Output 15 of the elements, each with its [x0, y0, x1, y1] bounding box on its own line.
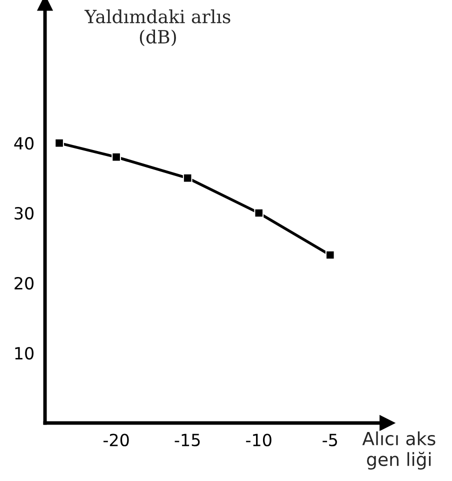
y-tick-label: 10 [15, 346, 34, 360]
point [54, 138, 64, 148]
y-tick-label: 40 [14, 137, 34, 150]
point [112, 152, 121, 162]
point [182, 173, 192, 183]
point [325, 250, 335, 260]
y-tick-label: 30 [14, 206, 34, 220]
x-tick-label: -10 [246, 434, 272, 446]
y-axis-title: Yaldımdaki arlıs (dB) [84, 9, 230, 46]
x-axis-title: Alıcı aks gen liği [362, 431, 436, 470]
x-tick-label: -5 [322, 434, 338, 446]
y-tick-label: 20 [14, 276, 34, 290]
x-tick-label: -20 [104, 434, 129, 446]
x-tick-label: -15 [174, 434, 200, 446]
point [254, 208, 264, 218]
